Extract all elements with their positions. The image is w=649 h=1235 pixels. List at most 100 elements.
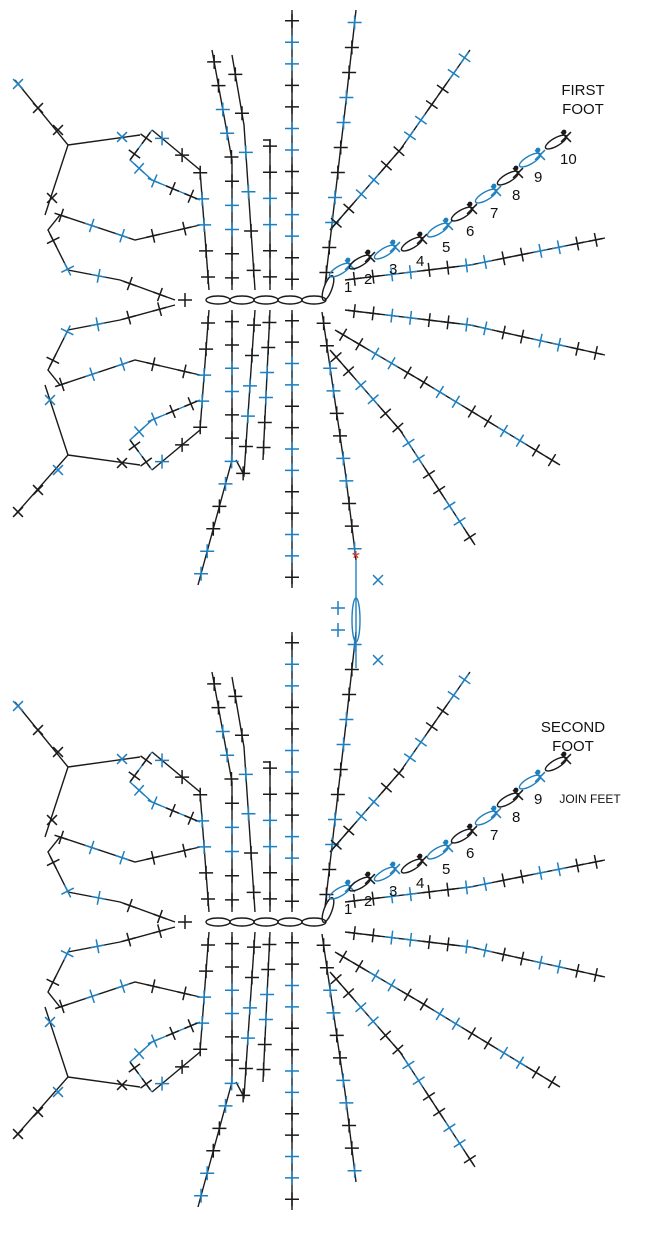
stitch-cross	[155, 1076, 170, 1091]
stitch-cross	[326, 1005, 341, 1020]
stitch-cross	[128, 439, 141, 453]
stitch-cross	[225, 361, 239, 376]
stitch-cross	[339, 90, 354, 105]
stitch-cross	[242, 1000, 257, 1015]
stitch-cross	[367, 393, 379, 406]
stitch-cross	[240, 1031, 255, 1046]
stitch-cross	[440, 260, 455, 275]
stitch-cross	[588, 967, 603, 982]
stitch-cross	[133, 426, 145, 438]
stitch-cross	[244, 348, 259, 363]
stitch-cross	[140, 131, 153, 145]
stitch-line	[329, 349, 476, 546]
stitch-cross	[545, 453, 559, 467]
first-foot-label-line1: FIRST	[561, 82, 604, 99]
stitch-cross	[246, 885, 261, 900]
stitch-line	[344, 309, 606, 356]
stitch-cross	[199, 865, 214, 880]
stitch-cross	[54, 999, 69, 1014]
stitch-cross	[496, 947, 511, 962]
chain-stitch	[321, 897, 335, 923]
stitch-cross	[352, 959, 366, 973]
stitch-cross	[256, 1062, 271, 1077]
stitch-cross	[244, 846, 259, 861]
stitch-cross	[263, 269, 277, 284]
stitch-cross	[355, 379, 367, 392]
stitch-cross	[175, 437, 190, 452]
stitch-cross	[368, 969, 382, 983]
stitch-cross	[477, 254, 493, 270]
step-dot	[561, 751, 567, 757]
stitch-cross	[246, 940, 261, 955]
stitch-cross	[432, 483, 446, 497]
stitch-cross	[225, 936, 239, 951]
stitch-cross	[403, 751, 417, 764]
stitch-cross	[347, 1163, 362, 1178]
outer-bracket	[14, 701, 141, 838]
stitch-cross	[52, 464, 64, 476]
step-number: 7	[490, 827, 498, 844]
stitch-cross	[285, 700, 299, 715]
stitch-cross	[285, 1128, 299, 1143]
stitch-cross	[12, 700, 24, 712]
stitch-cross	[422, 935, 437, 950]
stitch-cross	[128, 769, 141, 783]
stitch-cross	[336, 950, 350, 964]
stitch-cross	[385, 356, 398, 370]
stitch-cross	[285, 399, 299, 414]
stitch-line	[151, 751, 210, 913]
step-dot	[491, 805, 497, 811]
stitch-cross	[211, 78, 226, 93]
stitch-cross	[459, 317, 474, 332]
stitch-cross	[193, 1042, 208, 1057]
stitch-cross	[533, 865, 548, 880]
chain-stitch	[253, 295, 279, 305]
stitch-cross	[551, 862, 566, 877]
stitch-cross	[329, 1028, 344, 1043]
stitch-cross	[366, 928, 381, 943]
stitch-cross	[403, 932, 418, 947]
stitch-cross	[165, 404, 180, 419]
stitch-cross	[60, 262, 75, 276]
stitch-line	[329, 49, 471, 231]
stitch-cross	[54, 208, 69, 223]
stitch-cross	[285, 1149, 299, 1164]
stitch-cross	[140, 1077, 153, 1091]
stitch-cross	[52, 124, 64, 136]
stitch-cross	[336, 737, 351, 752]
stitch-cross	[570, 963, 585, 978]
step-number: 9	[534, 791, 542, 808]
stitch-cross	[225, 270, 239, 285]
stitch-cross	[463, 1152, 477, 1166]
stitch-cross	[285, 207, 299, 222]
stitch-line	[262, 931, 271, 1083]
stitch-cross	[342, 65, 357, 80]
stitch-cross	[347, 541, 362, 556]
stitch-cross	[165, 803, 180, 818]
stitch-cross	[263, 891, 277, 906]
stitch-cross	[436, 704, 449, 718]
stitch-cross	[184, 397, 198, 411]
stitch-cross	[225, 246, 239, 261]
stitch-cross	[344, 519, 359, 534]
stitch-cross	[116, 131, 128, 143]
stitch-cross	[195, 1016, 210, 1031]
stitch-cross	[211, 700, 226, 715]
stitch-cross	[412, 1074, 425, 1087]
stitch-cross	[224, 1076, 239, 1091]
stitch-cross	[342, 365, 355, 377]
stitch-cross	[54, 377, 69, 392]
stitch-cross	[449, 395, 463, 409]
stitch-cross	[84, 840, 99, 855]
stitch-cross	[342, 687, 357, 702]
stitch-cross	[393, 145, 405, 157]
stitch-cross	[177, 364, 192, 379]
stitch-cross	[342, 496, 357, 511]
step-number: 8	[512, 187, 520, 204]
step-dot	[535, 769, 541, 775]
stitch-line	[47, 926, 201, 1008]
stitch-cross	[146, 979, 161, 994]
stitch-cross	[225, 868, 239, 883]
stitch-cross	[533, 333, 548, 348]
